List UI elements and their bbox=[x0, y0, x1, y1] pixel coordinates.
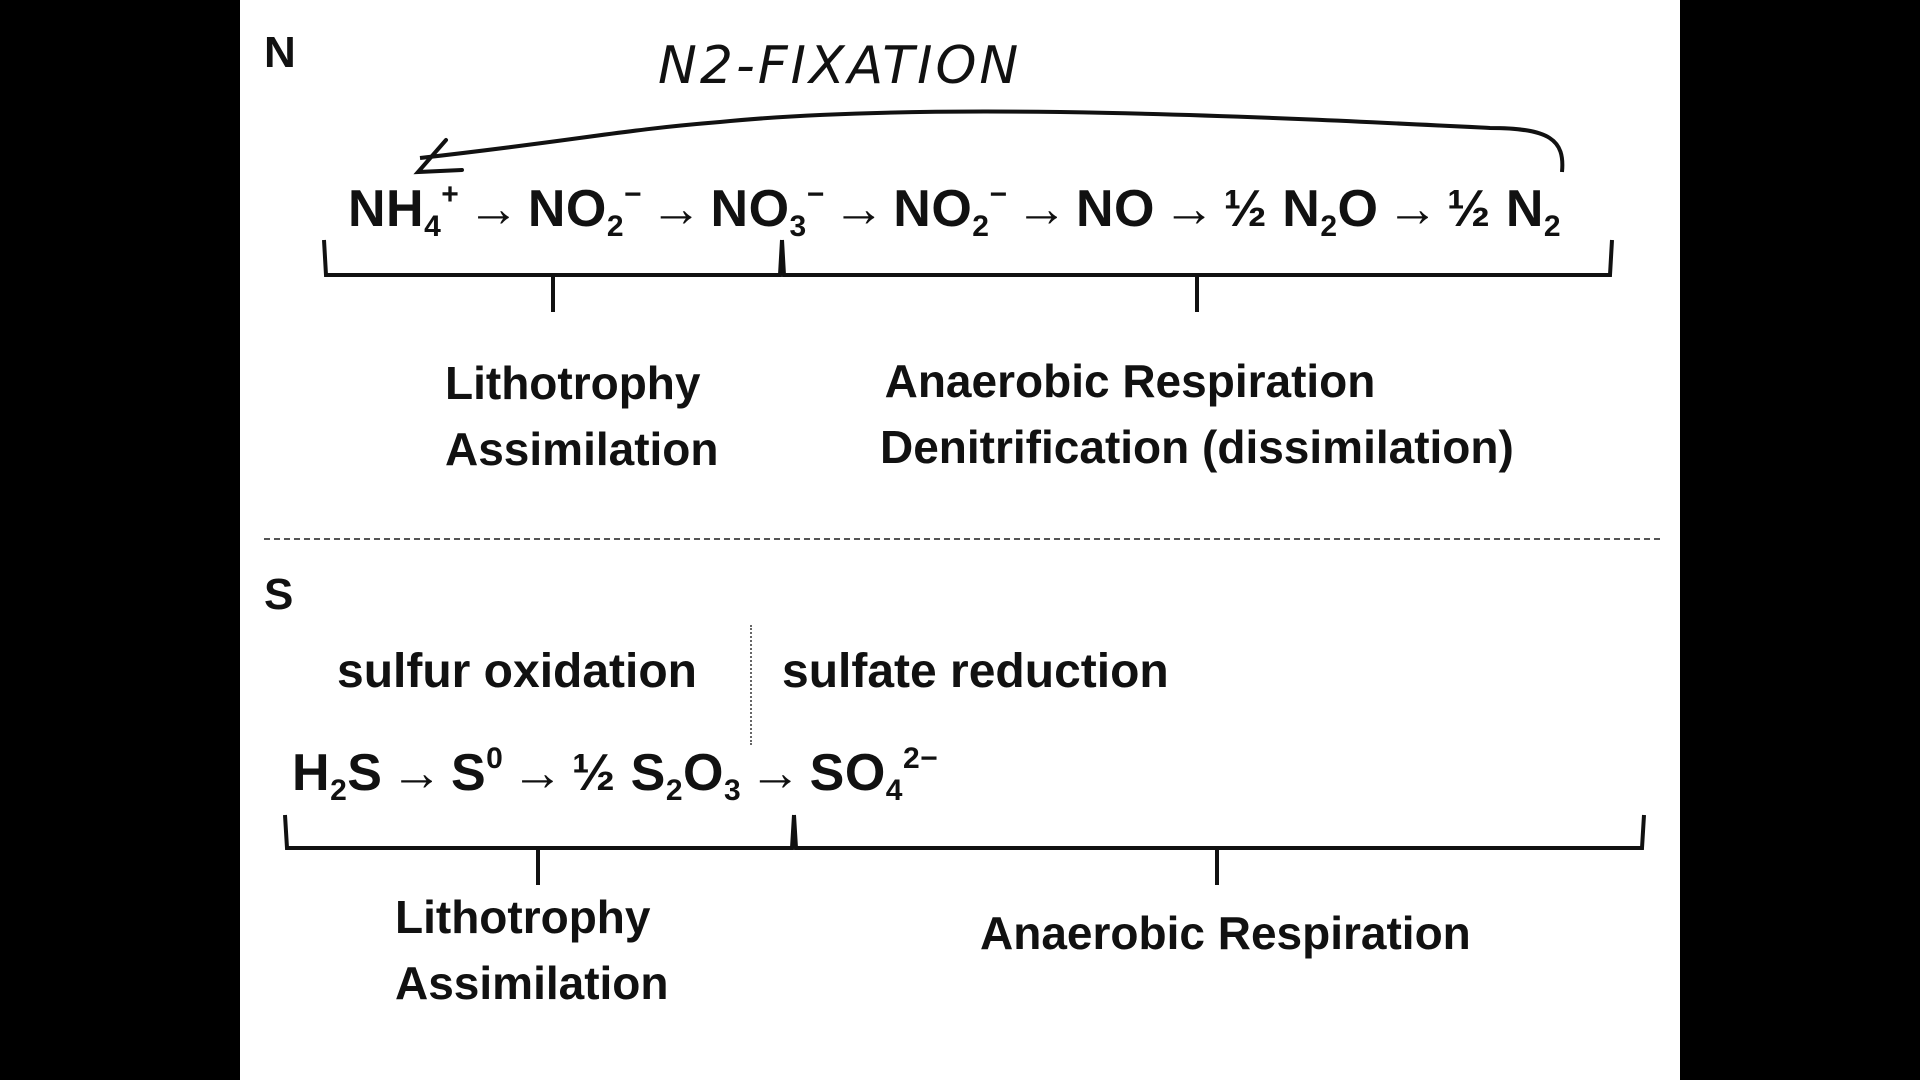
sulfur-assimilation-label: Assimilation bbox=[395, 957, 669, 1009]
sulfur-arrow: → bbox=[511, 744, 564, 802]
sulfur-anaerobic-respiration-label: Anaerobic Respiration bbox=[980, 907, 1471, 959]
nitrogen-arrow: → bbox=[1386, 180, 1439, 238]
diagram-overlay bbox=[283, 109, 1646, 885]
anaerobic-respiration-label: Anaerobic Respiration bbox=[884, 355, 1376, 407]
sulfur-species: S0 bbox=[450, 742, 504, 802]
sulfur-species: ½ S2O3 bbox=[571, 744, 742, 807]
nitrogen-species: NH4+ bbox=[348, 178, 460, 243]
sulfur-oxidation-heading: sulfur oxidation bbox=[337, 645, 697, 698]
nitrogen-species: NO3− bbox=[710, 178, 825, 243]
nitrogen-species: NO2− bbox=[893, 178, 1008, 243]
nitrogen-species: ½ N2O bbox=[1223, 180, 1379, 243]
sulfur-section-letter: S bbox=[264, 570, 294, 619]
nitrogen-right-brace bbox=[780, 239, 1614, 312]
nitrogen-arrow: → bbox=[1162, 180, 1216, 238]
nitrogen-left-brace bbox=[322, 239, 784, 312]
nitrogen-species: ½ N2 bbox=[1447, 180, 1562, 243]
nitrogen-lithotrophy-label: Lithotrophy bbox=[445, 357, 701, 409]
nitrogen-species: NO2− bbox=[527, 178, 643, 243]
nitrogen-species: NO bbox=[1075, 180, 1155, 238]
fixation-arc bbox=[419, 109, 1565, 173]
sulfur-species: SO42− bbox=[809, 742, 939, 807]
sulfur-right-brace bbox=[792, 814, 1646, 885]
nitrogen-section-letter: N bbox=[264, 28, 296, 77]
nitrogen-arrow: → bbox=[1015, 180, 1068, 238]
fixation-arrowhead bbox=[413, 138, 464, 175]
sulfur-left-brace bbox=[283, 814, 796, 885]
sulfur-arrow: → bbox=[390, 744, 443, 802]
nitrogen-left-labels: Lithotrophy Assimilation bbox=[445, 350, 719, 482]
nitrogen-arrow: → bbox=[832, 180, 886, 238]
nitrogen-arrow: → bbox=[467, 180, 520, 238]
nitrogen-fixation-annotation: N2-FIXATION bbox=[658, 36, 1022, 96]
section-divider bbox=[264, 538, 1660, 540]
nitrogen-equation: NH4+ → NO2− → NO3− → NO2− → NO → ½ N2O → ½ N2 bbox=[348, 178, 1561, 244]
sulfur-left-labels: Lithotrophy Assimilation bbox=[395, 884, 669, 1016]
sulfur-divider bbox=[750, 625, 752, 745]
sulfur-equation: H2S → S0 → ½ S2O3 → SO42− bbox=[292, 742, 938, 808]
sulfur-lithotrophy-label: Lithotrophy bbox=[395, 891, 651, 943]
slide: N N2-FIXATION NH4+ → NO2− → NO3− → NO2− → NO → ½ N… bbox=[240, 0, 1680, 1080]
sulfate-reduction-heading: sulfate reduction bbox=[782, 645, 1169, 698]
sulfur-species: H2S bbox=[292, 744, 383, 807]
sulfur-arrow: → bbox=[749, 744, 802, 802]
nitrogen-assimilation-label: Assimilation bbox=[445, 423, 719, 475]
nitrogen-arrow: → bbox=[650, 180, 703, 238]
